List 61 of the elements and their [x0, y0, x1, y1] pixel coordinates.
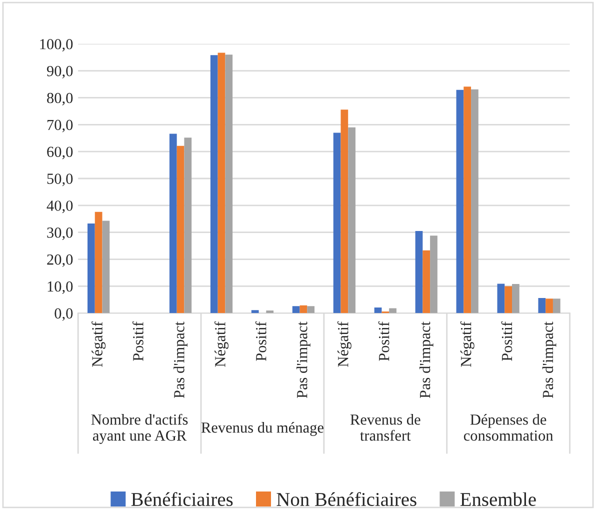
bar — [102, 220, 110, 314]
y-tick-label: 90,0 — [46, 66, 73, 78]
bar — [552, 298, 560, 314]
y-tick-label: 70,0 — [47, 120, 73, 132]
bar — [300, 305, 308, 314]
bar — [546, 298, 553, 314]
text: Revenus du ménage — [201, 422, 324, 436]
x-tick-label: Pas d'impact — [542, 322, 556, 398]
bar — [210, 55, 218, 314]
x-tick-label: Pas d'impact — [296, 322, 310, 398]
y-tick-label: 0,0 — [54, 308, 73, 321]
text: Nombre d'actifs ayant une AGR — [91, 414, 188, 444]
bar — [538, 298, 546, 314]
bar — [94, 212, 102, 314]
y-tick-label: 50,0 — [47, 174, 73, 186]
x-tick-label: Pas d'impact — [419, 322, 434, 398]
y-tick-label: 30,0 — [47, 227, 73, 240]
x-tick-label: Positif — [132, 321, 144, 361]
x-tick-label: Positif — [255, 321, 266, 361]
bar — [307, 306, 314, 314]
x-tick-label: Négatif — [337, 321, 352, 367]
y-tick-label: 40,0 — [46, 200, 73, 214]
bar — [88, 223, 95, 314]
bar — [430, 236, 438, 314]
bar — [225, 54, 233, 314]
legend-label: Non Bénéficiaires — [276, 492, 416, 506]
bar — [184, 138, 192, 314]
bar — [504, 286, 512, 314]
bar — [176, 146, 184, 314]
x-tick-label: Positif — [501, 321, 512, 361]
y-tick-label: 20,0 — [47, 254, 73, 267]
bar — [374, 307, 382, 314]
x-tick-label: Négatif — [214, 321, 229, 367]
bar — [512, 284, 520, 314]
bar — [471, 89, 478, 314]
bar — [169, 134, 177, 314]
bar — [292, 306, 300, 314]
x-tick-label: Pas d'impact — [174, 322, 188, 398]
bar — [340, 110, 348, 314]
bar — [497, 284, 505, 314]
y-tick-label: 60,0 — [47, 146, 73, 160]
y-tick-label: 100,0 — [40, 39, 73, 52]
legend-label: Bénéficiaires — [131, 492, 233, 506]
y-tick-label: 80,0 — [47, 92, 73, 106]
text: Revenus de transfert — [350, 414, 420, 441]
x-tick-label: Positif — [378, 321, 390, 361]
y-tick-label: 10,0 — [48, 281, 73, 294]
bar — [333, 132, 341, 314]
x-tick-label: Négatif — [92, 321, 106, 367]
bar — [422, 250, 430, 314]
bar — [464, 86, 472, 314]
bar — [251, 310, 259, 314]
legend-label: Ensemble — [460, 492, 536, 506]
x-tick-label: Négatif — [460, 321, 474, 367]
bar — [218, 52, 226, 314]
bar — [266, 310, 274, 314]
text: Dépenses de consommation — [464, 414, 554, 441]
bar — [348, 127, 356, 314]
bar — [415, 231, 423, 314]
bar — [456, 90, 464, 314]
bar — [389, 308, 396, 314]
